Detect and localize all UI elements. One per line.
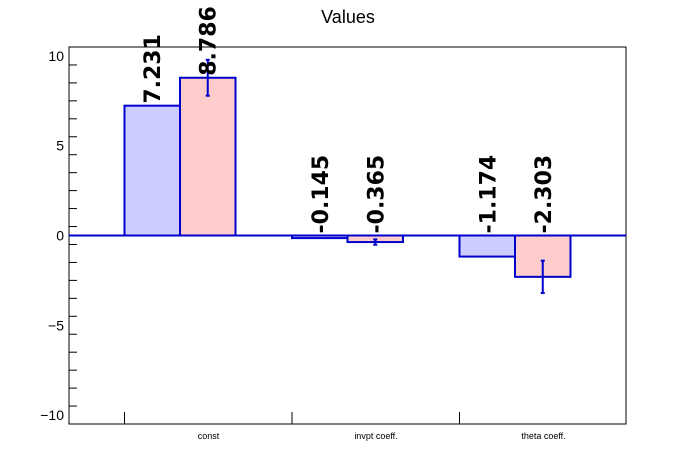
y-tick-label: −10 xyxy=(40,407,64,423)
bar-2 xyxy=(179,76,237,237)
bars-layer xyxy=(123,76,572,278)
value-labels-layer: 7.231 -0.145 -1.174 8.786 -0.365 -2.303 xyxy=(141,6,557,233)
y-tick-label: 10 xyxy=(48,48,64,64)
y-tick-label: −5 xyxy=(48,317,64,333)
value-label: 7.231 xyxy=(141,34,166,104)
x-axis: const invpt coeff. theta coeff. xyxy=(124,412,566,441)
y-tick-label: 0 xyxy=(56,228,64,244)
category-label: theta coeff. xyxy=(521,431,565,441)
bar-1 xyxy=(458,234,516,258)
value-label: -1.174 xyxy=(476,155,501,234)
bar-1 xyxy=(123,104,181,237)
category-label: invpt coeff. xyxy=(354,431,397,441)
y-tick-label: 5 xyxy=(56,138,64,154)
y-axis: −10 −5 0 5 10 xyxy=(40,46,77,425)
category-label: const xyxy=(198,431,220,441)
value-label: -2.303 xyxy=(532,155,557,234)
error-bars-layer xyxy=(205,58,545,295)
value-label: 8.786 xyxy=(197,6,222,76)
chart-title: Values xyxy=(321,7,375,27)
value-label: -0.145 xyxy=(309,155,334,234)
value-label: -0.365 xyxy=(364,155,389,234)
